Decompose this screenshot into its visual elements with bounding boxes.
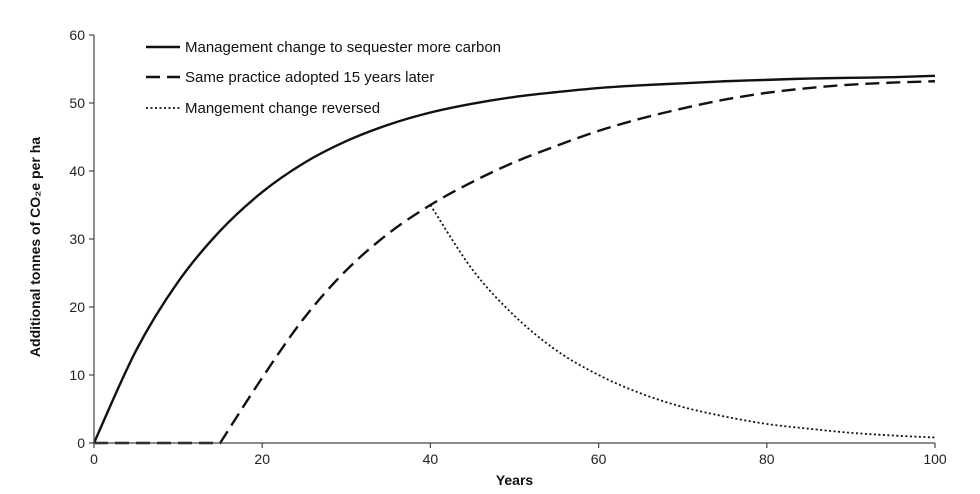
x-tick-label: 20 [254, 451, 270, 467]
y-axis-title: Additional tonnes of CO₂e per ha [27, 137, 43, 357]
x-tick-label: 60 [591, 451, 607, 467]
x-axis-title: Years [496, 472, 534, 488]
series-dotted-legend-label: Mangement change reversed [185, 100, 380, 117]
plot-area [92, 74, 936, 445]
y-tick-label: 50 [69, 95, 85, 111]
legend: Management change to sequester more carb… [146, 39, 501, 117]
series-dotted-line [429, 204, 936, 439]
series-solid-legend-label: Management change to sequester more carb… [185, 39, 501, 56]
y-tick-label: 20 [69, 299, 85, 315]
y-tick-label: 40 [69, 163, 85, 179]
series-solid-line [92, 74, 936, 444]
axes: 0 10 20 30 40 50 60 0 20 40 60 80 100 Years Additional… [27, 27, 947, 488]
x-tick-label: 0 [90, 451, 98, 467]
y-tick-label: 30 [69, 231, 85, 247]
x-tick-label: 40 [423, 451, 439, 467]
x-tick-label: 100 [923, 451, 947, 467]
y-tick-label: 60 [69, 27, 85, 43]
y-tick-label: 0 [77, 435, 85, 451]
series-dashed-line [94, 80, 936, 445]
x-tick-label: 80 [759, 451, 775, 467]
series-dashed-legend-label: Same practice adopted 15 years later [185, 69, 434, 86]
y-tick-label: 10 [69, 367, 85, 383]
